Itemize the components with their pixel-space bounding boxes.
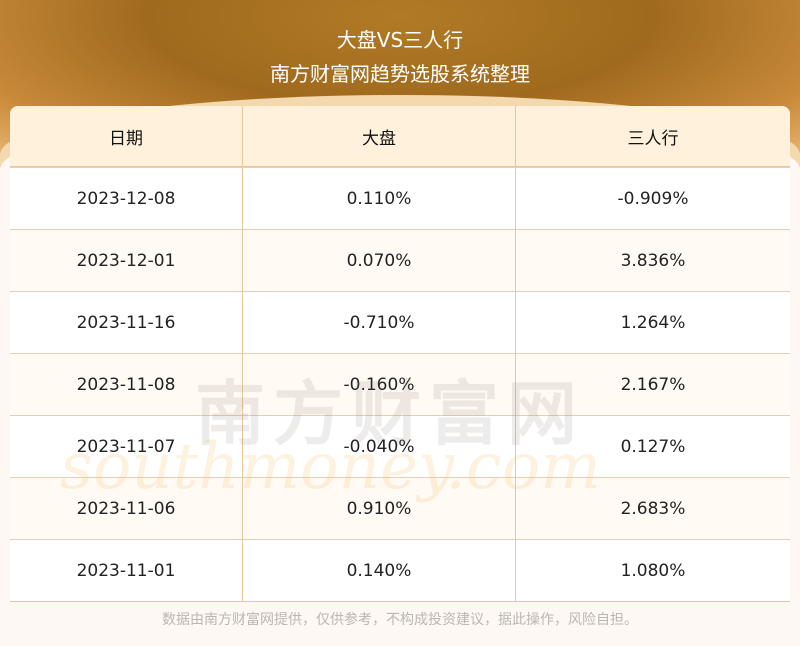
market-change-cell: 0.070% — [243, 230, 516, 291]
stock-change-cell: 1.080% — [620, 560, 686, 581]
table-row: 2023-11-16 -0.710% 1.264% — [10, 291, 790, 353]
table-row: 2023-11-06 0.910% 2.683% — [10, 477, 790, 539]
data-table: 日期 大盘 三人行 2023-12-08 0.110% -0.909% 2023-12… — [10, 106, 790, 602]
stock-change-cell: 2.167% — [620, 374, 686, 395]
stock-change-cell: 2.683% — [620, 498, 686, 519]
market-change-cell: -0.160% — [243, 354, 516, 415]
market-change-cell: 0.910% — [243, 478, 516, 539]
disclaimer: 数据由南方财富网提供，仅供参考，不构成投资建议，据此操作，风险自担。 — [162, 612, 638, 628]
table-row: 2023-11-01 0.140% 1.080% — [10, 539, 790, 601]
table-row: 2023-12-08 0.110% -0.909% — [10, 167, 790, 229]
market-change-cell: 0.110% — [243, 168, 516, 229]
date-cell: 2023-11-07 — [10, 416, 243, 477]
stock-change-cell: 1.264% — [620, 312, 686, 333]
stock-change-cell: 0.127% — [620, 436, 686, 457]
table-row: 2023-11-08 -0.160% 2.167% — [10, 353, 790, 415]
market-change-cell: -0.710% — [243, 292, 516, 353]
date-cell: 2023-12-01 — [10, 230, 243, 291]
table-row: 2023-11-07 -0.040% 0.127% — [10, 415, 790, 477]
column-header-market: 大盘 — [243, 106, 516, 166]
stock-change-cell: -0.909% — [617, 188, 689, 209]
table-row: 2023-12-01 0.070% 3.836% — [10, 229, 790, 291]
date-cell: 2023-11-16 — [10, 292, 243, 353]
page-title: 大盘VS三人行 — [336, 28, 464, 52]
table-header-row: 日期 大盘 三人行 — [10, 106, 790, 167]
market-change-cell: 0.140% — [243, 540, 516, 601]
page-subtitle: 南方财富网趋势选股系统整理 — [270, 62, 530, 86]
date-cell: 2023-11-01 — [10, 540, 243, 601]
date-cell: 2023-12-08 — [10, 168, 243, 229]
date-cell: 2023-11-08 — [10, 354, 243, 415]
date-cell: 2023-11-06 — [10, 478, 243, 539]
column-header-date: 日期 — [10, 106, 243, 166]
market-change-cell: -0.040% — [243, 416, 516, 477]
column-header-stock: 三人行 — [627, 128, 679, 149]
stock-change-cell: 3.836% — [620, 250, 686, 271]
